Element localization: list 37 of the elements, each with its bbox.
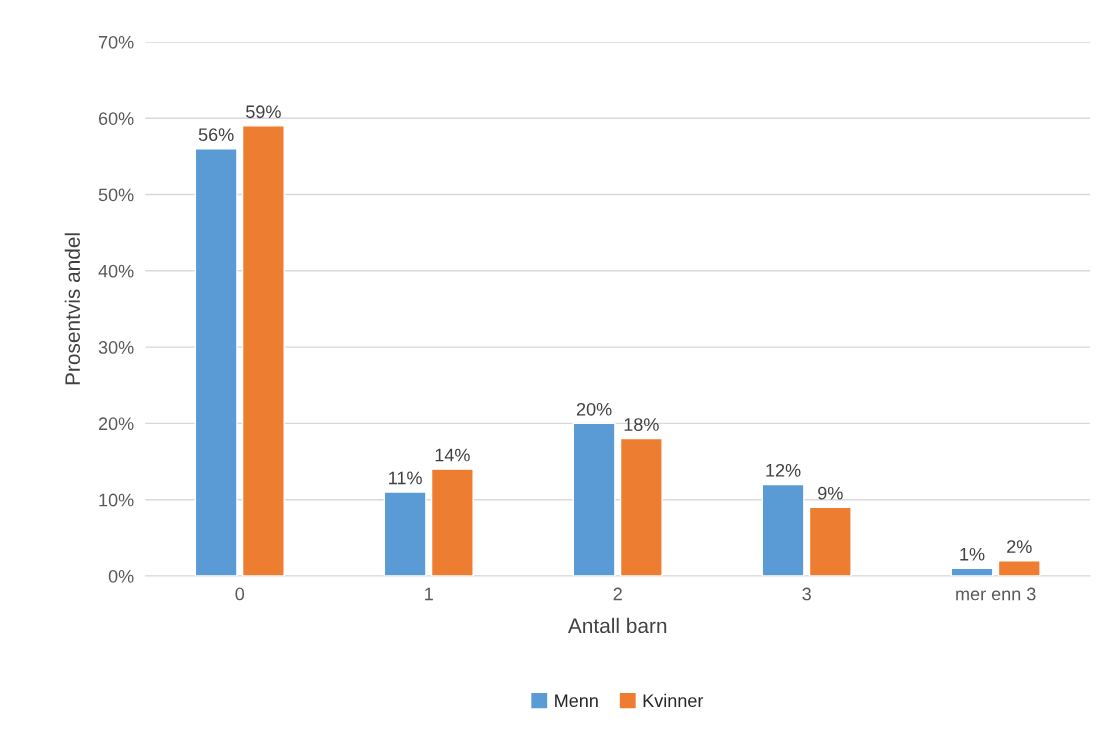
- x-tick-label: 0: [235, 587, 245, 601]
- x-axis-title: Antall barn: [567, 617, 667, 634]
- y-tick-label: 30%: [98, 341, 134, 354]
- data-label: 14%: [435, 448, 470, 462]
- bar: [383, 491, 427, 576]
- bar: [619, 437, 663, 576]
- data-label: 1%: [960, 547, 985, 561]
- data-label: 9%: [818, 486, 843, 500]
- bar: [194, 148, 238, 576]
- y-tick-label: 50%: [98, 188, 134, 202]
- bar: [950, 567, 994, 576]
- bar: [808, 506, 852, 576]
- bar: [241, 125, 285, 576]
- y-tick-label: 20%: [98, 417, 134, 431]
- x-tick-label: 1: [425, 587, 433, 601]
- y-axis-title: Prosentvis andel: [64, 233, 81, 385]
- data-label: 56%: [198, 128, 234, 142]
- x-tick-label: mer enn 3: [956, 587, 1036, 601]
- y-tick-label: 10%: [99, 493, 134, 507]
- bar: [761, 483, 805, 576]
- x-tick-label: 3: [802, 587, 811, 601]
- bar: [997, 560, 1041, 576]
- y-tick-label: 70%: [98, 35, 134, 49]
- bar: [430, 468, 474, 576]
- bar: [572, 422, 616, 576]
- legend-label: Menn: [555, 694, 598, 708]
- y-tick-label: 0%: [108, 569, 134, 583]
- x-tick-label: 2: [613, 587, 622, 601]
- data-label: 2%: [1007, 540, 1032, 553]
- data-label: 11%: [389, 471, 422, 485]
- y-tick-label: 60%: [98, 112, 134, 125]
- data-label: 59%: [246, 105, 281, 119]
- data-label: 12%: [766, 463, 801, 477]
- legend-label: Kvinner: [643, 693, 704, 708]
- data-label: 18%: [624, 418, 659, 431]
- data-label: 20%: [576, 402, 612, 416]
- y-tick-label: 40%: [98, 264, 134, 278]
